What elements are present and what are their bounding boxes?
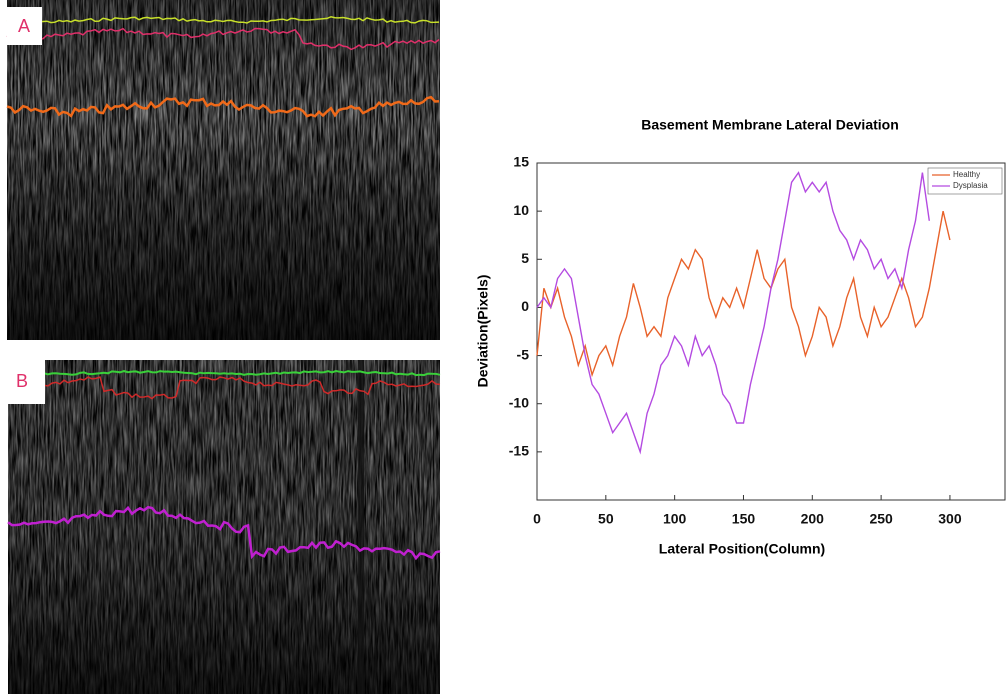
x-tick-label: 50: [598, 511, 614, 527]
chart: Basement Membrane Lateral Deviation Late…: [475, 117, 1006, 557]
panel-label: A: [18, 16, 30, 36]
x-tick-label: 100: [663, 511, 687, 527]
y-tick-label: -5: [517, 346, 530, 362]
x-tick-label: 0: [533, 511, 541, 527]
image-a: A: [6, 0, 440, 340]
x-tick-label: 300: [938, 511, 962, 527]
y-tick-label: -10: [509, 394, 529, 410]
y-tick-label: 0: [521, 298, 529, 314]
trace: [7, 505, 441, 561]
y-axis-label: Deviation(Pixels): [475, 275, 491, 388]
x-tick-label: 250: [869, 511, 893, 527]
image-b: B: [0, 360, 441, 694]
series-line: [536, 210, 951, 378]
plot-frame: [536, 162, 1006, 501]
series-line: [536, 171, 930, 455]
y-tick-label: 10: [513, 202, 529, 218]
trace: [6, 16, 440, 24]
trace: [43, 376, 441, 400]
trace: [6, 95, 440, 118]
y-tick-label: -15: [509, 443, 529, 459]
y-tick-label: 15: [513, 154, 529, 170]
legend-label: Dysplasia: [953, 181, 988, 190]
x-axis-label: Lateral Position(Column): [659, 541, 825, 557]
y-tick-label: 5: [521, 250, 529, 266]
chart-title: Basement Membrane Lateral Deviation: [641, 117, 899, 133]
legend-box: [927, 167, 1003, 195]
x-tick-label: 200: [801, 511, 825, 527]
x-tick-label: 150: [732, 511, 756, 527]
legend-label: Healthy: [953, 170, 980, 179]
trace: [43, 369, 441, 377]
trace: [6, 27, 440, 51]
panel-label: B: [16, 371, 28, 391]
